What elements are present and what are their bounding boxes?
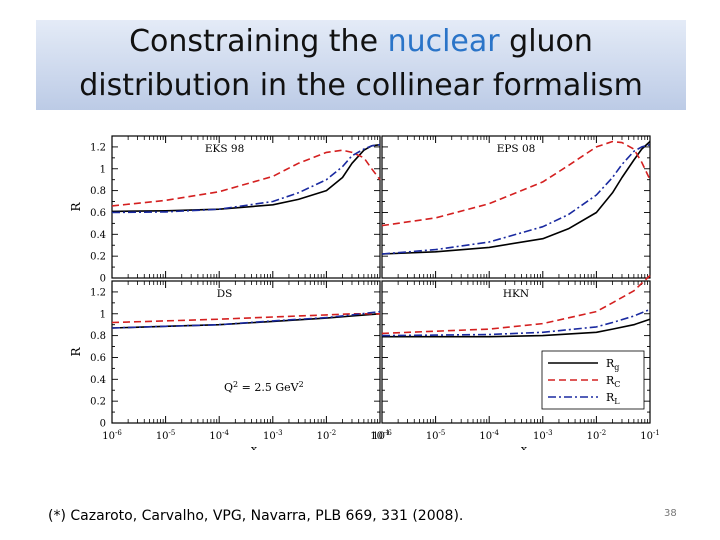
slide-number: 38 <box>664 508 677 519</box>
series-line-eks-98-rl <box>111 143 381 214</box>
y-tick-label: 0.8 <box>90 331 106 342</box>
series-line-eps-08-rl <box>381 143 651 255</box>
x-tick-label: 10-6 <box>102 429 122 442</box>
x-tick-label: 10-4 <box>209 429 229 442</box>
series-line-ds-rl <box>111 310 381 329</box>
panel-title-eks-98: EKS 98 <box>205 143 244 155</box>
y-axis-label: R <box>69 347 83 357</box>
series-line-hkn-rl <box>381 308 651 337</box>
citation-caption: (*) Cazaroto, Carvalho, VPG, Navarra, PL… <box>48 508 464 524</box>
series-line-hkn-rg <box>382 318 651 338</box>
x-axis-label: x <box>521 443 528 450</box>
series-line-eks-98-rc <box>111 149 381 207</box>
y-tick-label: 0.2 <box>90 397 106 408</box>
series-line-eps-08-rg <box>381 140 651 255</box>
title-band <box>36 20 686 110</box>
y-tick-label: 0.6 <box>90 208 106 219</box>
y-tick-label: 1.2 <box>90 142 106 153</box>
series-line-hkn-rc <box>381 274 651 335</box>
nuclear-ratio-figure: EKS 98 0 0.2 0.4 0.6 0.8 1 1.2 R EPS 08 DS 0 0.2 0.4 0… <box>69 135 660 450</box>
panel-frame-2 <box>111 280 381 424</box>
y-tick-label: 0.4 <box>90 230 106 241</box>
title-line1-post: gluon <box>499 24 593 59</box>
y-tick-label: 0.6 <box>90 353 106 364</box>
figure-layer: EKS 98 0 0.2 0.4 0.6 0.8 1 1.2 R EPS 08 DS 0 0.2 0.4 0… <box>69 135 660 450</box>
x-tick-label: 10-3 <box>533 429 553 442</box>
q2-annotation: Q2 = 2.5 GeV2 <box>224 380 304 394</box>
panel-title-ds: DS <box>217 288 233 300</box>
y-tick-label: 1.2 <box>90 287 106 298</box>
title-line-2: distribution in the collinear formalism <box>79 68 643 103</box>
panel-title-eps-08: EPS 08 <box>497 143 536 155</box>
slide-title: Constraining the nuclear gluon distribut… <box>36 20 686 108</box>
series-line-ds-rc <box>111 313 380 324</box>
x-tick-label: 10-2 <box>317 429 337 442</box>
y-tick-label: 0.8 <box>90 186 106 197</box>
x-tick-label: 10-6 <box>372 429 392 442</box>
y-axis-label: R <box>69 202 83 212</box>
x-tick-label: 10-2 <box>587 429 607 442</box>
x-tick-label: 10-1 <box>640 429 660 442</box>
x-tick-label: 10-5 <box>156 429 176 442</box>
panel-frame-1 <box>381 135 651 279</box>
legend-label-rl: RL <box>606 391 620 406</box>
y-tick-label: 0 <box>100 274 106 285</box>
y-tick-label: 1 <box>100 164 106 175</box>
x-tick-label: 10-1 <box>370 429 390 442</box>
x-tick-label: 10-3 <box>263 429 283 442</box>
legend-label-rg: Rg <box>606 357 619 372</box>
series-line-eps-08-rc <box>381 140 651 227</box>
panel-title-hkn: HKN <box>503 288 529 300</box>
y-tick-label: 0.2 <box>90 252 106 263</box>
x-axis-label: x <box>251 443 258 450</box>
y-tick-label: 1 <box>100 309 106 320</box>
series-line-eks-98-rg <box>111 143 381 213</box>
x-tick-label: 10-4 <box>479 429 499 442</box>
title-highlight-word: nuclear <box>387 24 500 59</box>
y-tick-label: 0 <box>100 419 106 430</box>
legend-label-rc: RC <box>606 374 620 389</box>
x-tick-label: 10-5 <box>426 429 446 442</box>
y-tick-label: 0.4 <box>90 375 106 386</box>
title-line-1: Constraining the nuclear gluon <box>36 20 686 64</box>
title-line1-pre: Constraining the <box>129 24 388 59</box>
